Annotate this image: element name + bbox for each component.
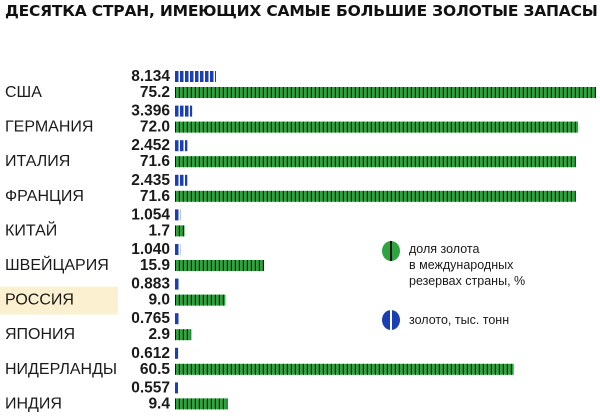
- gold-value-label: 3.396: [131, 103, 170, 120]
- country-label: ГЕРМАНИЯ: [5, 119, 93, 136]
- highlight-band: [0, 286, 118, 315]
- gold-value-label: 0.883: [131, 276, 170, 293]
- share-value-label: 2.9: [148, 326, 170, 343]
- share-value-label: 9.0: [148, 292, 170, 309]
- gold-value-label: 1.040: [131, 241, 170, 258]
- country-label: США: [5, 84, 42, 101]
- legend-gold-label: золото, тыс. тонн: [409, 313, 509, 327]
- share-value-label: 9.4: [148, 395, 170, 412]
- gold-bar: [175, 105, 193, 117]
- gold-value-label: 2.435: [131, 172, 170, 189]
- country-label: ШВЕЙЦАРИЯ: [5, 255, 109, 274]
- gold-value-label: 8.134: [131, 68, 170, 85]
- legend-share-label: в международных: [409, 258, 514, 272]
- gold-bar: [175, 244, 181, 255]
- share-bar: [175, 190, 576, 202]
- share-bar: [175, 156, 576, 168]
- share-value-label: 72.0: [140, 119, 170, 136]
- gold-value-label: 1.054: [131, 206, 170, 223]
- share-bar: [175, 87, 596, 98]
- share-bar: [175, 121, 579, 133]
- country-label: КИТАЙ: [5, 220, 57, 239]
- share-value-label: 71.6: [140, 188, 171, 205]
- gold-value-label: 0.765: [131, 310, 170, 327]
- gold-value-label: 0.612: [131, 345, 170, 362]
- gold-bar: [175, 174, 188, 186]
- legend-share-label: доля золота: [409, 242, 479, 256]
- legend-share-label: резервах страны, %: [409, 274, 525, 288]
- share-value-label: 60.5: [140, 361, 171, 378]
- gold-value-label: 2.452: [131, 137, 170, 154]
- gold-bar: [175, 382, 178, 394]
- share-value-label: 71.6: [140, 153, 171, 170]
- country-label: ИТАЛИЯ: [5, 153, 70, 170]
- share-bar: [175, 225, 185, 237]
- gold-bar: [175, 140, 188, 152]
- country-label: ФРАНЦИЯ: [5, 188, 84, 205]
- share-value-label: 75.2: [140, 84, 170, 101]
- share-bar: [175, 329, 192, 341]
- country-label: ИНДИЯ: [5, 395, 62, 412]
- share-bar: [175, 398, 228, 410]
- share-value-label: 1.7: [148, 222, 170, 239]
- gold-bar: [175, 347, 179, 359]
- gold-bar: [175, 71, 216, 82]
- gold-bar: [175, 209, 181, 221]
- legend-swatch-stripe: [390, 241, 392, 261]
- chart-title: ДЕСЯТКА СТРАН, ИМЕЮЩИХ САМЫЕ БОЛЬШИЕ ЗОЛ…: [5, 2, 598, 20]
- legend-swatch-stripe: [390, 310, 392, 330]
- share-bar: [175, 363, 514, 375]
- share-bar: [175, 294, 226, 306]
- gold-value-label: 0.557: [131, 379, 170, 396]
- gold-bar: [175, 278, 180, 290]
- country-label: ЯПОНИЯ: [5, 326, 75, 343]
- gold-bar: [175, 313, 179, 325]
- country-label: РОССИЯ: [5, 292, 74, 309]
- share-value-label: 15.9: [140, 257, 171, 274]
- country-label: НИДЕРЛАНДЫ: [5, 361, 117, 378]
- share-bar: [175, 260, 265, 271]
